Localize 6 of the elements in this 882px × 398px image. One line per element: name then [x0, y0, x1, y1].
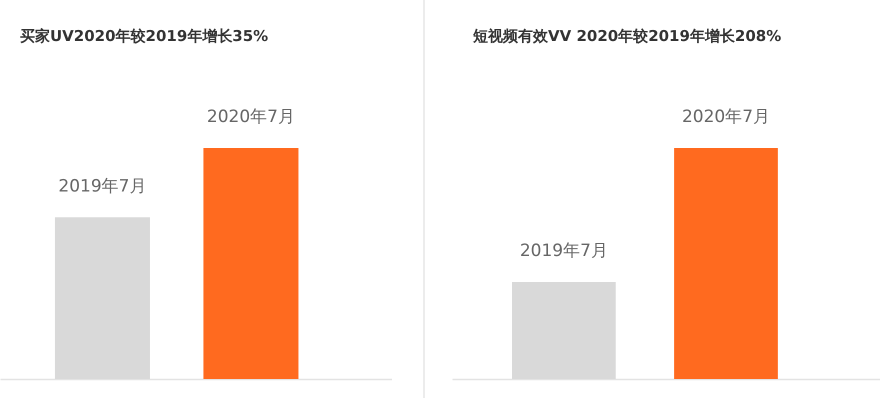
chart-title: 买家UV2020年较2019年增长35% [20, 27, 268, 45]
x-tick-label: 2020年7月 [206, 107, 295, 127]
x-tick-label: 2019年7月 [58, 176, 146, 196]
chart-title: 短视频有效VV 2020年较2019年增长208% [472, 27, 782, 45]
x-tick-label: 2019年7月 [520, 240, 608, 261]
x-tick-label: 2020年7月 [682, 107, 770, 127]
